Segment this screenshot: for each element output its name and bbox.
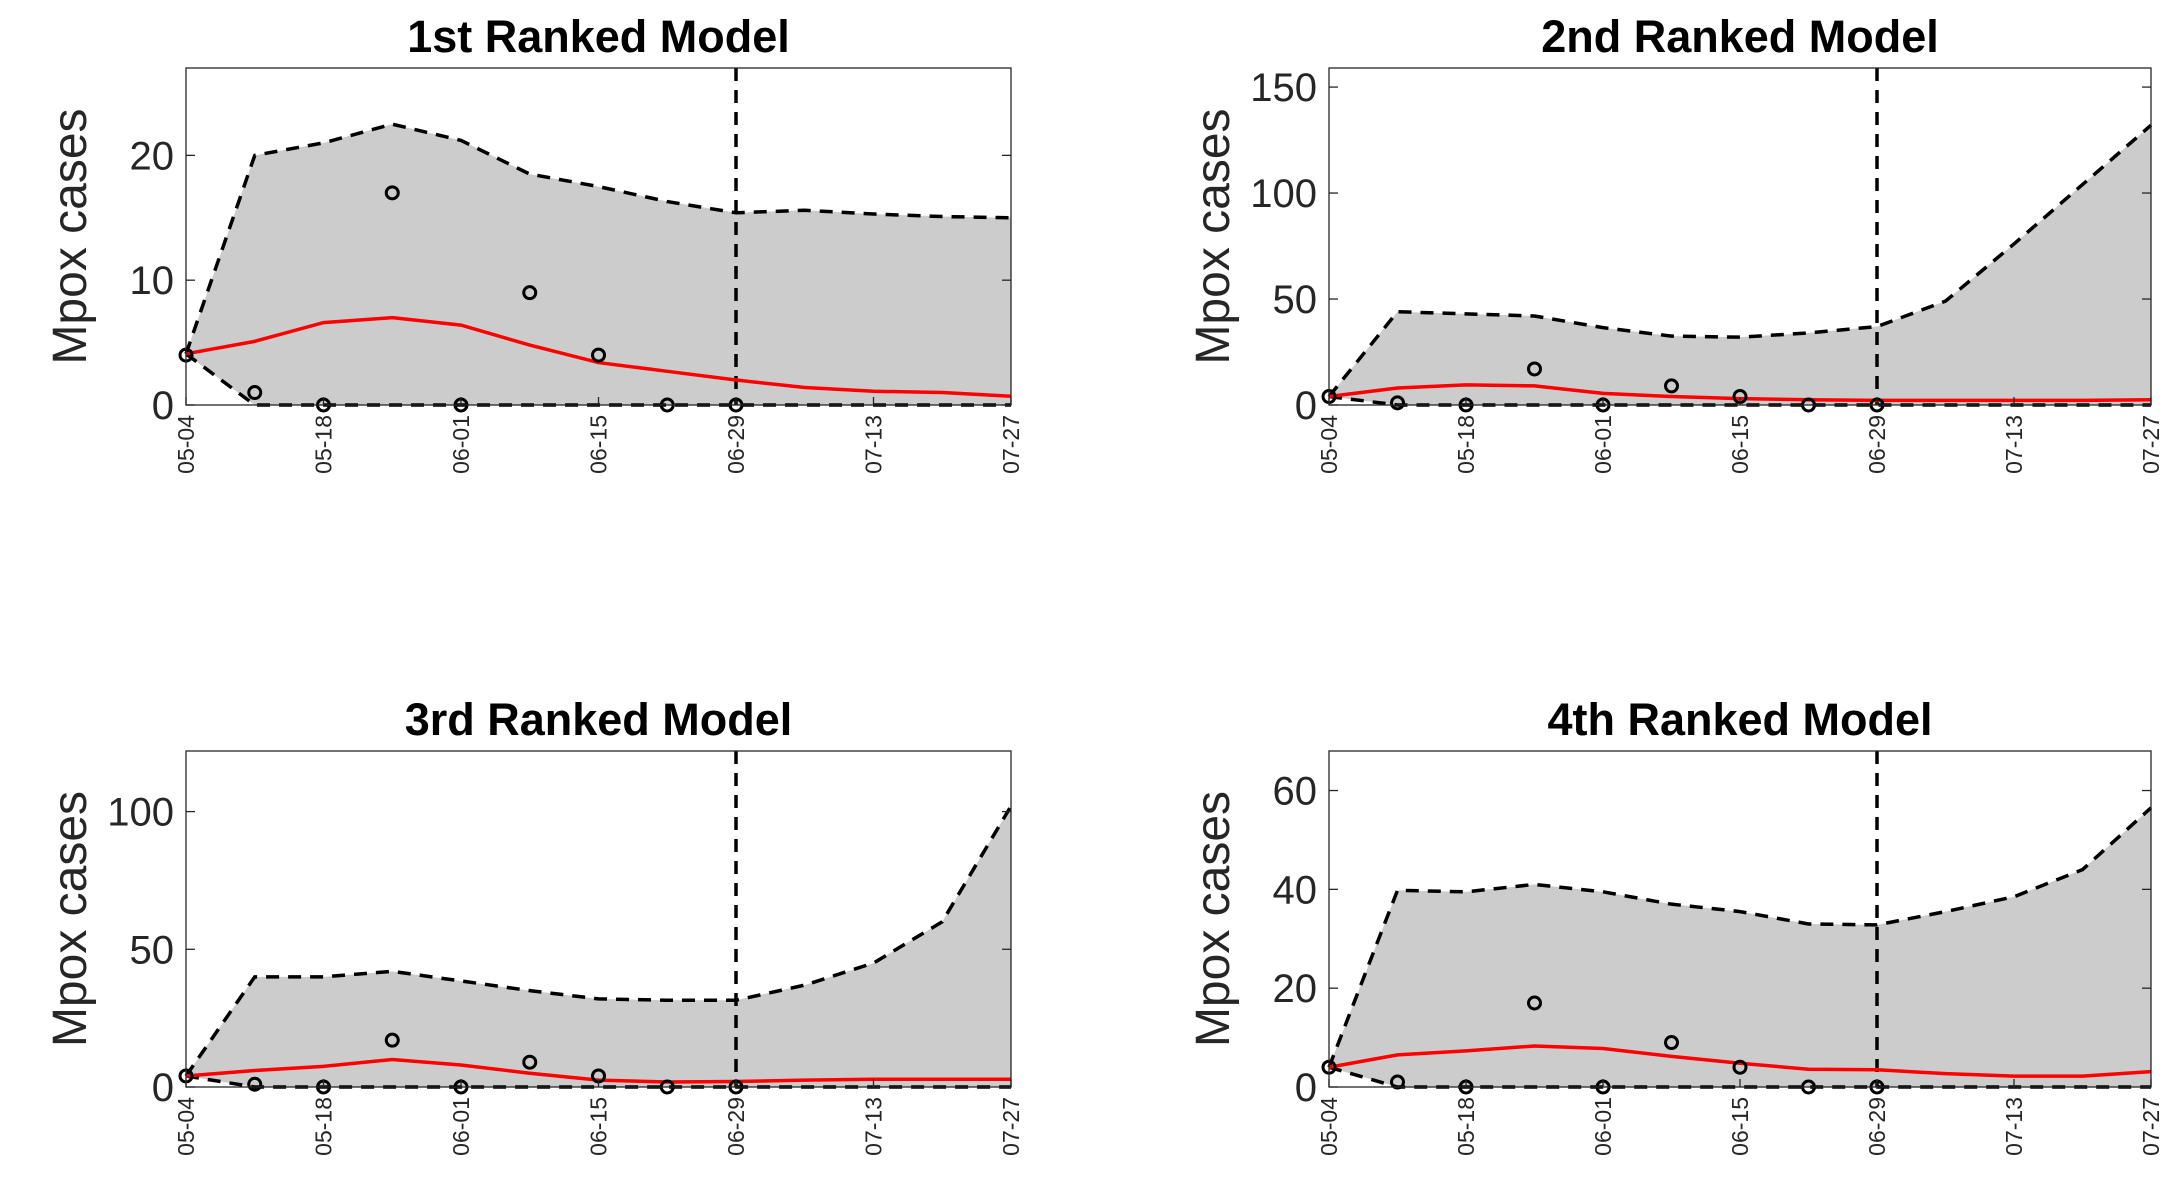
y-tick-label: 50 — [1273, 278, 1318, 322]
y-tick-label: 0 — [152, 384, 174, 428]
x-tick-label: 07-27 — [2138, 415, 2164, 474]
panel-3: 0 50 100 05-04 05-18 06-01 06-15 06-29 07-13 07-2… — [44, 694, 1024, 1156]
observed-point — [1732, 1059, 1748, 1075]
x-tick-label: 07-13 — [861, 1097, 887, 1156]
x-tick-label: 06-29 — [1864, 1097, 1890, 1156]
panel-title: 3rd Ranked Model — [405, 694, 793, 745]
x-tick-label: 07-27 — [2138, 1097, 2164, 1156]
observed-point — [247, 385, 263, 401]
observed-point — [1390, 395, 1405, 411]
x-tick-label: 06-01 — [448, 415, 474, 474]
panel-1: 0 10 20 05-04 05-18 06-01 06-15 06-29 07-13 07-27… — [44, 11, 1024, 474]
y-tick-label: 100 — [107, 791, 174, 835]
observed-point — [1527, 361, 1542, 377]
x-tick-label: 05-18 — [1453, 415, 1479, 474]
y-tick-label: 10 — [130, 259, 175, 303]
x-tick-label: 05-04 — [1316, 415, 1342, 474]
upper-bound-line — [1327, 806, 2153, 1068]
observed-point — [522, 1054, 538, 1070]
x-tick-label: 05-04 — [173, 415, 199, 474]
y-tick-label: 40 — [1273, 868, 1318, 912]
y-tick-label: 20 — [1273, 967, 1318, 1011]
x-tick-label: 06-01 — [1590, 415, 1616, 474]
x-tick-label: 07-13 — [2001, 415, 2027, 474]
y-tick-label: 0 — [152, 1066, 174, 1110]
observed-point — [1527, 995, 1542, 1011]
y-tick-label: 0 — [1295, 384, 1317, 428]
y-axis-label: Mpox cases — [44, 791, 97, 1047]
uncertainty-band — [1329, 807, 2151, 1087]
y-tick-label: 100 — [1250, 172, 1317, 216]
upper-bound-line — [184, 805, 1013, 1077]
x-tick-label: 05-18 — [311, 1097, 337, 1156]
y-tick-label: 0 — [1295, 1066, 1317, 1110]
y-axis-label: Mpox cases — [44, 108, 97, 364]
y-axis-label: Mpox cases — [1187, 791, 1240, 1047]
panel-title: 2nd Ranked Model — [1541, 11, 1939, 62]
x-tick-label: 07-27 — [998, 1097, 1024, 1156]
x-tick-label: 06-15 — [1727, 415, 1753, 474]
x-tick-label: 07-13 — [2001, 1097, 2027, 1156]
x-tick-label: 05-18 — [311, 415, 337, 474]
y-tick-label: 50 — [130, 928, 175, 972]
uncertainty-band — [186, 124, 1011, 406]
observed-point — [1390, 1074, 1405, 1090]
x-tick-label: 05-04 — [1316, 1097, 1342, 1156]
median-line — [1328, 1044, 2152, 1078]
x-tick-label: 06-15 — [586, 415, 612, 474]
observed-point — [384, 185, 400, 201]
observed-point — [1664, 378, 1679, 394]
x-tick-label: 06-01 — [1590, 1097, 1616, 1156]
x-tick-label: 07-13 — [861, 415, 887, 474]
x-tick-label: 06-15 — [1727, 1097, 1753, 1156]
observed-point — [384, 1032, 400, 1048]
y-tick-label: 60 — [1273, 770, 1318, 814]
x-tick-label: 06-29 — [1864, 415, 1890, 474]
x-tick-label: 07-27 — [998, 415, 1024, 474]
panel-title: 4th Ranked Model — [1547, 694, 1932, 745]
x-tick-label: 06-15 — [586, 1097, 612, 1156]
x-tick-label: 06-01 — [448, 1097, 474, 1156]
observed-point — [247, 1076, 263, 1092]
uncertainty-band — [186, 806, 1011, 1087]
y-axis-label: Mpox cases — [1187, 108, 1240, 364]
upper-bound-line — [1327, 123, 2153, 398]
panel-2: 0 50 100 150 05-04 05-18 06-01 06-15 06-29 07-13 0… — [1187, 11, 2164, 474]
panel-4: 0 20 40 60 05-04 05-18 06-01 06-15 06-29 07-13 07-… — [1187, 694, 2164, 1156]
y-tick-label: 20 — [130, 134, 175, 178]
x-tick-label: 05-18 — [1453, 1097, 1479, 1156]
x-tick-label: 06-29 — [723, 1097, 749, 1156]
observed-point — [1664, 1035, 1679, 1051]
observed-point — [522, 285, 538, 301]
x-tick-label: 05-04 — [173, 1097, 199, 1156]
observed-point — [591, 347, 606, 363]
uncertainty-band — [1329, 125, 2151, 406]
panel-title: 1st Ranked Model — [407, 11, 790, 62]
y-tick-label: 150 — [1250, 66, 1317, 110]
x-tick-label: 06-29 — [723, 415, 749, 474]
upper-bound-line — [184, 122, 1012, 355]
